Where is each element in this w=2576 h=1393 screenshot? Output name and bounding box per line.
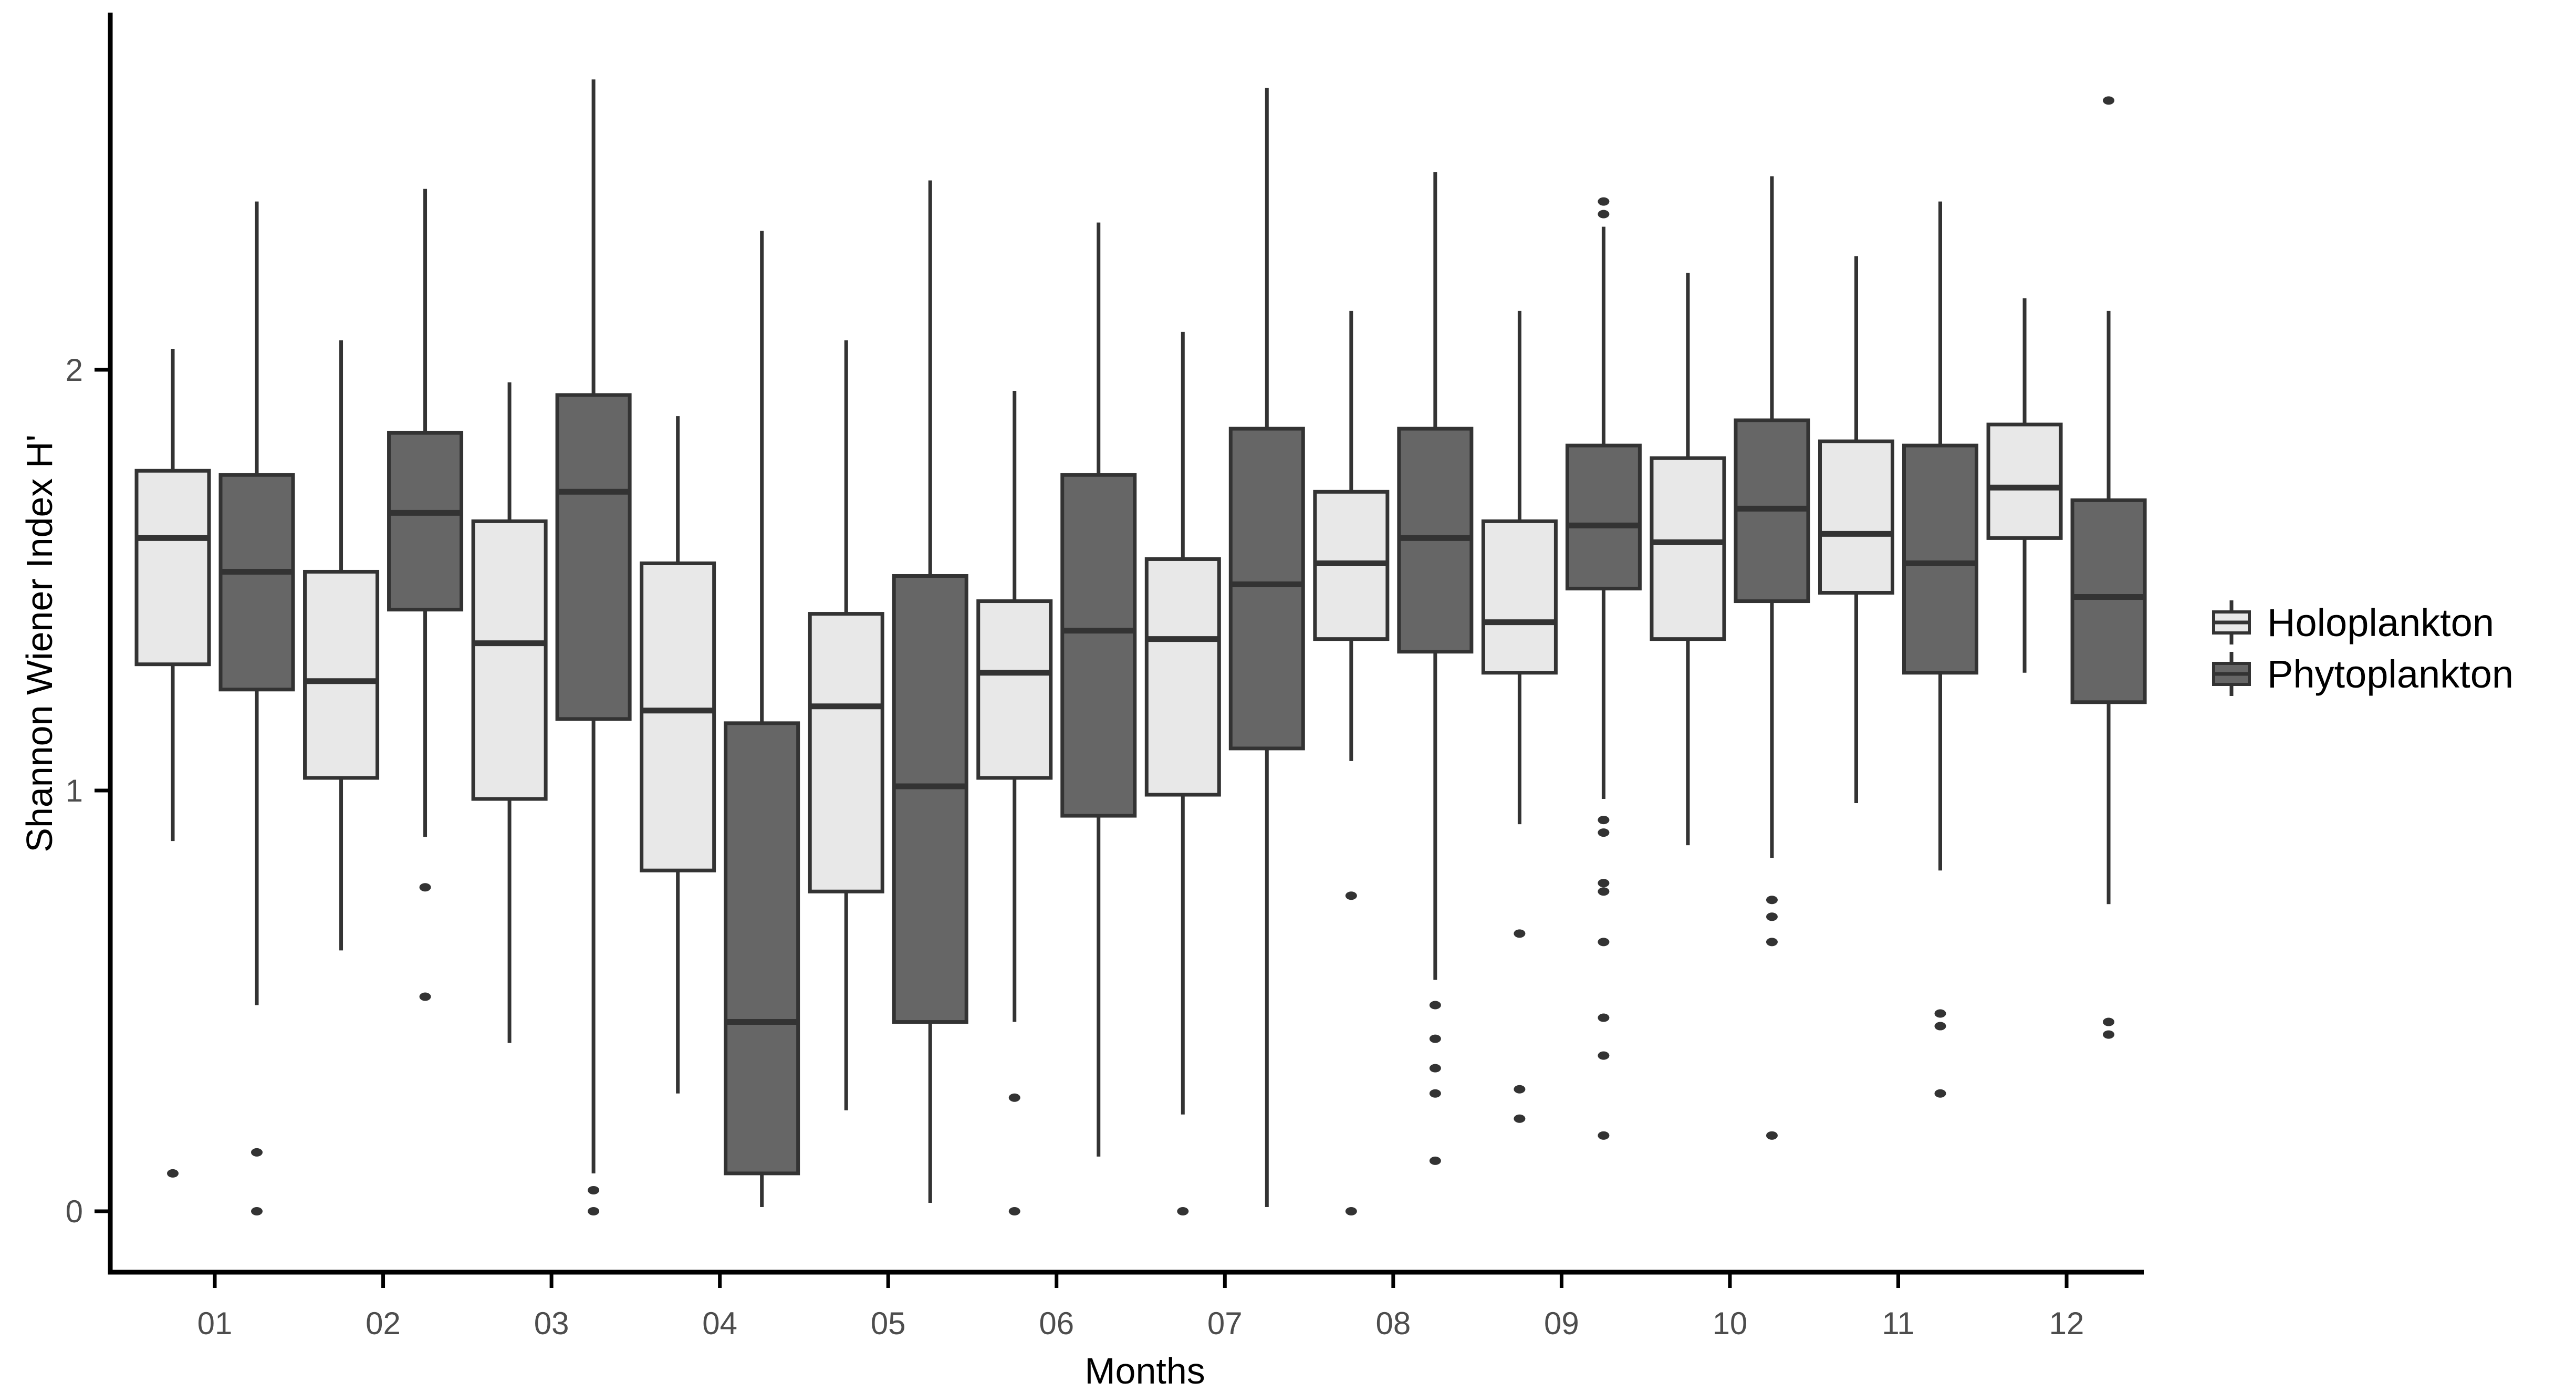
svg-text:10: 10: [1713, 1306, 1748, 1341]
svg-text:12: 12: [2049, 1306, 2084, 1341]
legend-item-phytoplankton: Phytoplankton: [2208, 648, 2514, 700]
svg-text:0: 0: [66, 1194, 83, 1229]
legend-label-holoplankton: Holoplankton: [2267, 600, 2494, 644]
svg-text:1: 1: [66, 773, 83, 808]
legend-label-phytoplankton: Phytoplankton: [2267, 652, 2514, 696]
phytoplankton-boxplot-key-icon: [2212, 652, 2251, 696]
svg-text:01: 01: [197, 1306, 233, 1341]
holoplankton-boxplot-key-icon: [2212, 600, 2251, 644]
x-axis-title: Months: [1084, 1350, 1205, 1391]
svg-text:02: 02: [366, 1306, 401, 1341]
svg-text:07: 07: [1207, 1306, 1243, 1341]
svg-text:04: 04: [702, 1306, 737, 1341]
svg-text:11: 11: [1882, 1306, 1914, 1341]
svg-text:03: 03: [534, 1306, 569, 1341]
svg-text:06: 06: [1039, 1306, 1074, 1341]
legend-item-holoplankton: Holoplankton: [2208, 597, 2514, 648]
svg-text:08: 08: [1375, 1306, 1411, 1341]
svg-text:05: 05: [871, 1306, 906, 1341]
legend: Holoplankton Phytoplankton: [2208, 597, 2514, 700]
y-axis-title: Shannon Wiener Index H': [19, 434, 60, 853]
svg-text:09: 09: [1544, 1306, 1579, 1341]
svg-text:2: 2: [66, 352, 83, 388]
